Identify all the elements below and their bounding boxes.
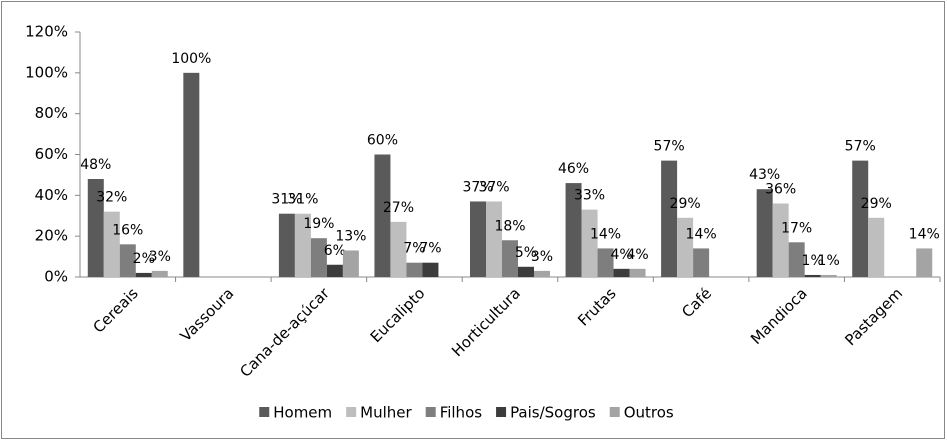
- bar: [820, 274, 837, 277]
- bar: [294, 213, 311, 277]
- bar: [852, 160, 869, 277]
- bar: [916, 248, 933, 277]
- y-tick-label: 120%: [25, 23, 68, 41]
- bar: [629, 268, 646, 277]
- bar: [756, 189, 773, 277]
- bar: [868, 217, 885, 277]
- value-label: 14%: [590, 226, 621, 242]
- bar: [135, 272, 152, 277]
- value-label: 7%: [419, 241, 441, 257]
- bar: [183, 72, 200, 277]
- bar: [565, 183, 582, 277]
- legend-swatch: [346, 407, 357, 417]
- value-label: 100%: [171, 51, 211, 67]
- y-tick-label: 100%: [25, 63, 68, 81]
- bar: [310, 238, 327, 277]
- bar: [534, 270, 550, 277]
- bar: [374, 154, 391, 277]
- legend-label: Outros: [624, 404, 674, 422]
- value-label: 3%: [531, 249, 553, 265]
- legend-swatch: [259, 407, 270, 417]
- bar: [613, 268, 630, 277]
- value-label: 19%: [303, 216, 334, 232]
- value-label: 14%: [909, 226, 940, 242]
- value-label: 57%: [654, 139, 685, 155]
- bar: [103, 211, 120, 277]
- value-label: 7%: [403, 241, 425, 257]
- value-label: 57%: [845, 139, 876, 155]
- value-label: 31%: [287, 192, 318, 208]
- legend-label: Mulher: [360, 404, 412, 422]
- bar: [151, 270, 168, 277]
- bar: [788, 242, 805, 277]
- value-label: 17%: [781, 220, 812, 236]
- value-label: 5%: [515, 245, 537, 261]
- value-label: 4%: [610, 247, 632, 263]
- value-label: 2%: [133, 251, 155, 267]
- bar: [597, 248, 614, 277]
- value-label: 33%: [574, 188, 605, 204]
- bar: [406, 262, 423, 277]
- bar: [470, 201, 486, 277]
- bar: [119, 244, 136, 277]
- legend-swatch: [496, 407, 507, 417]
- y-tick-label: 0%: [44, 268, 68, 286]
- value-label: 46%: [558, 161, 589, 177]
- value-label: 43%: [749, 167, 780, 183]
- y-tick-label: 20%: [35, 227, 68, 245]
- y-tick-label: 40%: [35, 186, 68, 204]
- value-label: 27%: [383, 200, 414, 216]
- bar: [661, 160, 678, 277]
- bar: [422, 262, 439, 277]
- bar: [518, 266, 534, 277]
- value-label: 29%: [670, 196, 701, 212]
- bar: [581, 209, 598, 277]
- legend-label: Filhos: [440, 404, 483, 422]
- bar: [390, 221, 407, 277]
- value-label: 48%: [80, 157, 111, 173]
- bar: [693, 248, 710, 277]
- value-label: 36%: [765, 182, 796, 198]
- bar: [804, 274, 821, 277]
- value-label: 13%: [335, 228, 366, 244]
- value-label: 3%: [149, 249, 171, 265]
- value-label: 18%: [494, 218, 525, 234]
- y-tick-label: 60%: [35, 145, 68, 163]
- value-label: 16%: [112, 222, 143, 238]
- bar: [486, 201, 502, 277]
- value-label: 31%: [271, 192, 302, 208]
- value-label: 14%: [686, 226, 717, 242]
- legend-label: Homem: [273, 404, 332, 422]
- legend-swatch: [609, 407, 620, 417]
- bar: [342, 250, 359, 277]
- bar: [772, 203, 789, 277]
- bar: [502, 240, 518, 277]
- value-label: 37%: [462, 179, 493, 195]
- legend-label: Pais/Sogros: [510, 404, 596, 422]
- value-label: 60%: [367, 133, 398, 149]
- value-label: 32%: [96, 190, 127, 206]
- value-label: 1%: [802, 253, 824, 269]
- bar: [87, 179, 104, 277]
- bar: [278, 213, 295, 277]
- value-label: 1%: [818, 253, 840, 269]
- y-tick-label: 80%: [35, 104, 68, 122]
- value-label: 37%: [478, 179, 509, 195]
- value-label: 4%: [626, 247, 648, 263]
- bar: [677, 217, 694, 277]
- value-label: 29%: [861, 196, 892, 212]
- value-label: 6%: [324, 243, 346, 259]
- legend-swatch: [425, 407, 436, 417]
- bar: [326, 264, 343, 277]
